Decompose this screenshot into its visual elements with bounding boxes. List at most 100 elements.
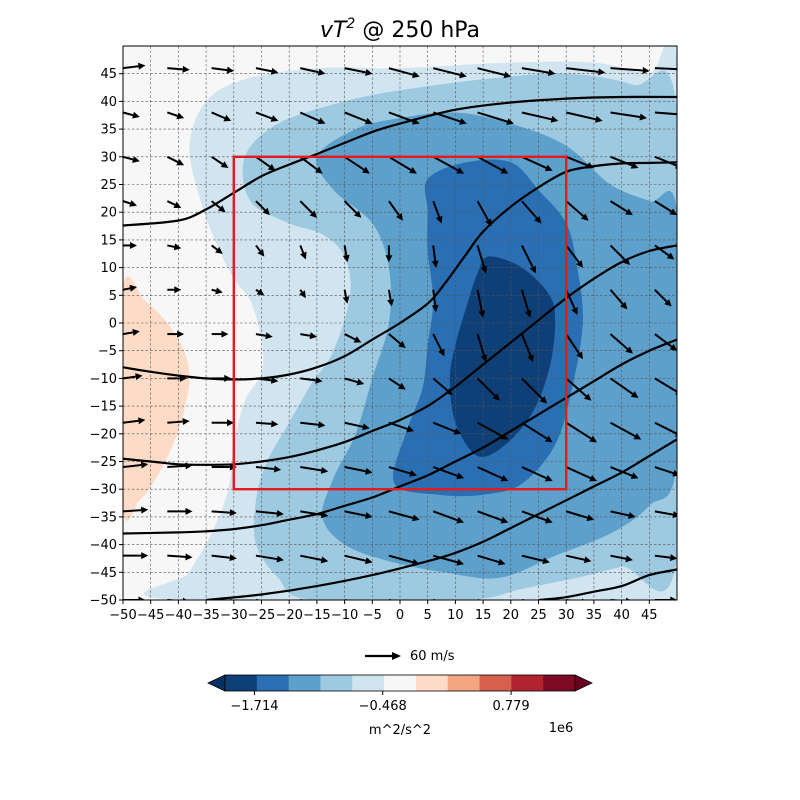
wind-vector — [520, 333, 532, 356]
colorbar-extend-high — [574, 674, 593, 692]
wind-vector — [520, 289, 530, 312]
wind-vector-head — [630, 472, 639, 479]
wind-vector — [566, 67, 599, 73]
wind-vector-head — [625, 555, 633, 563]
wind-vector-head — [571, 307, 578, 315]
wind-vector — [255, 111, 273, 120]
wind-vector — [344, 421, 364, 428]
wind-vector — [123, 200, 131, 205]
wind-vector — [388, 554, 414, 564]
wind-vector-head — [138, 62, 146, 70]
wind-vector-head — [684, 111, 691, 118]
wind-vector-head — [550, 115, 559, 123]
y-tick-label: −20 — [90, 427, 117, 442]
wind-vector-head — [262, 207, 270, 216]
wind-vector-head — [445, 387, 453, 396]
colorbar-segment — [543, 675, 576, 691]
wind-vector-head — [362, 166, 370, 174]
wind-vector — [477, 599, 483, 600]
wind-vector-head — [132, 328, 140, 336]
wind-vector-head — [276, 555, 284, 563]
y-tick-label: 20 — [100, 206, 117, 221]
wind-vector-head — [185, 462, 193, 470]
wind-vector — [432, 245, 437, 262]
wind-vector-head — [215, 246, 223, 254]
wind-vector — [654, 244, 670, 257]
colorbar-segment — [288, 675, 321, 691]
x-tick-label: 40 — [613, 608, 630, 623]
wind-vector-head — [318, 421, 326, 429]
wind-vector-head — [138, 596, 146, 600]
wind-vector — [521, 554, 544, 562]
x-tick-label: −40 — [165, 608, 192, 623]
y-tick-label: 45 — [100, 67, 117, 82]
wind-vector-head — [362, 423, 370, 431]
wind-vector-head — [669, 343, 677, 351]
wind-vector-head — [387, 299, 395, 307]
wind-vector — [388, 466, 411, 475]
wind-vector — [167, 464, 186, 469]
quiver-key-arrowhead — [392, 652, 401, 660]
wind-vector — [610, 155, 633, 167]
wind-vector — [432, 289, 437, 306]
wind-vector-head — [299, 290, 306, 299]
wind-vector-layer — [123, 62, 691, 600]
wind-vector-head — [672, 511, 677, 519]
wind-vector — [432, 377, 449, 392]
wind-vector-head — [276, 509, 284, 517]
wind-vector-head — [576, 351, 583, 360]
wind-vector-head — [478, 310, 486, 318]
wind-vector — [300, 510, 322, 516]
wind-vector-head — [453, 428, 462, 435]
wind-vector-head — [412, 558, 420, 566]
wind-vector-head — [589, 474, 597, 482]
wind-vector-head — [129, 284, 137, 292]
wind-vector — [167, 67, 183, 71]
wind-vector-head — [456, 516, 465, 524]
wind-vector — [388, 200, 400, 216]
wind-vector — [654, 466, 674, 475]
wind-vector-head — [411, 117, 420, 125]
wind-vector-head — [185, 553, 193, 561]
streamline — [123, 95, 677, 227]
wind-vector — [123, 419, 139, 424]
wind-vector — [211, 155, 224, 165]
wind-vector-head — [485, 218, 492, 227]
title-sup: 2 — [346, 16, 355, 32]
wind-vector — [433, 599, 439, 600]
wind-vector-head — [385, 255, 393, 263]
x-tick-label: −10 — [331, 608, 358, 623]
wind-vector — [476, 200, 490, 221]
wind-vector — [565, 377, 587, 397]
wind-vector-head — [140, 461, 149, 469]
x-tick-label: −25 — [248, 608, 275, 623]
chart-title: vT2 @ 250 hPa — [320, 16, 480, 43]
wind-vector-head — [670, 596, 677, 600]
quiver-key-label: 60 m/s — [410, 649, 455, 664]
wind-vector-head — [664, 299, 672, 307]
colorbar-scale: 1e6 — [549, 721, 574, 736]
wind-vector — [654, 554, 671, 559]
x-tick-label: 25 — [530, 608, 547, 623]
wind-vector-head — [406, 425, 415, 433]
wind-vector — [477, 111, 508, 123]
colorbar-frame — [224, 674, 576, 692]
wind-vector-head — [456, 167, 465, 174]
wind-vector-head — [270, 67, 279, 75]
y-tick-label: −45 — [90, 566, 117, 581]
wind-vector — [477, 67, 505, 76]
gridlines — [123, 46, 677, 600]
wind-vector — [123, 375, 136, 380]
wind-vector — [300, 599, 306, 600]
wind-vector — [255, 200, 266, 211]
wind-vector-head — [527, 354, 534, 363]
wind-vector — [123, 287, 131, 291]
streamline — [205, 438, 677, 600]
title-rest: @ 250 hPa — [355, 18, 480, 43]
wind-vector — [344, 510, 366, 517]
wind-vector — [477, 421, 503, 438]
wind-vector — [654, 510, 674, 516]
wind-vector — [654, 111, 677, 116]
wind-vector-head — [396, 212, 403, 221]
